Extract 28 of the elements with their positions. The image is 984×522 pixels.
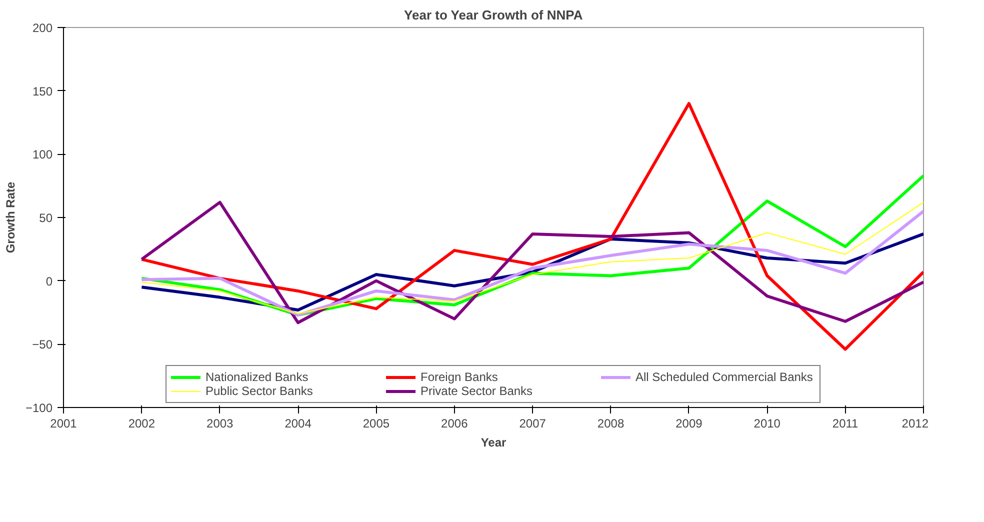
y-tick-label: −50 bbox=[32, 338, 53, 352]
x-axis-title: Year bbox=[480, 436, 507, 450]
chart-title: Year to Year Growth of NNPA bbox=[404, 8, 584, 22]
x-tick-label: 2002 bbox=[128, 416, 156, 430]
y-tick-label: 200 bbox=[32, 21, 53, 35]
x-tick-label: 2001 bbox=[50, 416, 78, 430]
y-tick-label: 0 bbox=[46, 274, 53, 288]
line-series bbox=[140, 102, 924, 351]
x-tick-label: 2012 bbox=[902, 416, 929, 430]
y-tick-label: 150 bbox=[32, 84, 53, 98]
y-tick-label: −100 bbox=[25, 401, 53, 415]
legend-label: Nationalized Banks bbox=[206, 370, 310, 384]
y-tick-label: 50 bbox=[39, 211, 53, 225]
x-tick-label: 2003 bbox=[206, 416, 234, 430]
legend-label: Private Sector Banks bbox=[420, 384, 534, 398]
legend-label: All Scheduled Commercial Banks bbox=[636, 370, 814, 384]
x-tick-label: 2006 bbox=[441, 416, 468, 430]
x-tick-label: 2005 bbox=[362, 416, 390, 430]
y-tick-label: 100 bbox=[32, 148, 53, 162]
x-tick-label: 2011 bbox=[832, 416, 859, 430]
x-tick-label: 2008 bbox=[597, 416, 624, 430]
x-tick-label: 2010 bbox=[754, 416, 781, 430]
x-tick-label: 2004 bbox=[284, 416, 312, 430]
x-tick-label: 2007 bbox=[519, 416, 546, 430]
legend-label: Foreign Banks bbox=[420, 370, 499, 384]
y-axis-title: Growth Rate bbox=[3, 182, 18, 254]
x-tick-label: 2009 bbox=[676, 416, 703, 430]
legend-label: Public Sector Banks bbox=[206, 384, 314, 398]
